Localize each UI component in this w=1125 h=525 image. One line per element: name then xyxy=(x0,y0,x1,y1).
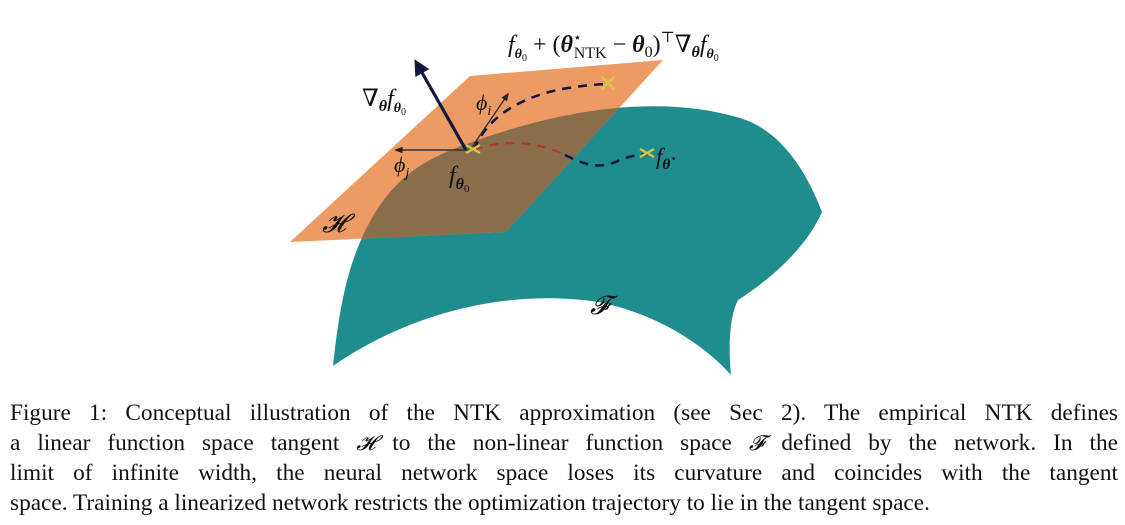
gradient-label: ∇θfθ0 xyxy=(362,86,406,118)
trajectory-under-plane xyxy=(473,142,566,156)
linearization-formula: fθ0 + (θ⋆ NTK − θ0)⊤∇θfθ0 xyxy=(508,30,719,64)
caption-tangent-space-symbol: 𝓗 xyxy=(356,431,376,455)
caption-line-2: a linear function space tangent 𝓗 to the… xyxy=(10,428,1118,458)
linearized-trajectory xyxy=(472,82,609,151)
figure-caption: Figure 1: Conceptual illustration of the… xyxy=(10,398,1118,518)
network-trajectory xyxy=(564,152,651,167)
phi-i-arrow xyxy=(469,92,509,151)
caption-function-space-symbol: 𝓕 xyxy=(748,431,765,455)
f-theta0-marker xyxy=(465,143,481,155)
caption-line-1: Figure 1: Conceptual illustration of the… xyxy=(10,400,1118,426)
caption-line-4: space. Training a linearized network res… xyxy=(10,490,930,516)
caption-line-2-part-c: defined by the network. In the xyxy=(764,430,1118,456)
caption-line-2-part-a: a linear function space tangent xyxy=(10,430,357,456)
f-theta-star-marker xyxy=(639,147,655,159)
f-theta-star-label: fθ⋆ xyxy=(656,144,677,173)
caption-line-2-part-b: to the non-linear function space xyxy=(375,430,749,456)
ntk-illustration: fθ0 + (θ⋆ NTK − θ0)⊤∇θfθ0 ∇θfθ0 ϕi ϕj fθ0… xyxy=(290,30,822,375)
phi-j-label: ϕj xyxy=(394,152,409,181)
caption-line-3: limit of infinite width, the neural netw… xyxy=(10,460,1118,486)
phi-i-label: ϕi xyxy=(476,90,491,119)
f-theta0-label: fθ0 xyxy=(449,163,470,195)
ntk-figure: fθ0 + (θ⋆ NTK − θ0)⊤∇θfθ0 ∇θfθ0 ϕi ϕj fθ0… xyxy=(290,30,822,375)
linearized-optimum-marker xyxy=(601,76,615,90)
gradient-arrow xyxy=(414,59,468,151)
